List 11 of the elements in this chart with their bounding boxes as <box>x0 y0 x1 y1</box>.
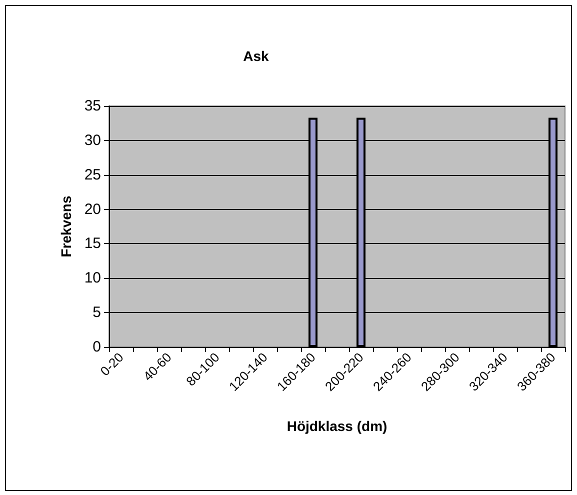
y-tick-label: 0 <box>92 338 101 356</box>
y-tick-label: 20 <box>84 200 101 218</box>
y-tick-label: 35 <box>84 98 101 114</box>
y-tick-label: 30 <box>84 132 101 149</box>
y-axis-title: Frekvens <box>58 196 74 258</box>
y-tick-label: 10 <box>84 270 101 287</box>
chart-title: Ask <box>243 48 270 64</box>
y-tick-label: 25 <box>84 166 101 184</box>
y-tick-label: 5 <box>92 304 101 322</box>
y-tick-label: 15 <box>84 235 101 252</box>
x-axis-title: Höjdklass (dm) <box>286 418 388 434</box>
